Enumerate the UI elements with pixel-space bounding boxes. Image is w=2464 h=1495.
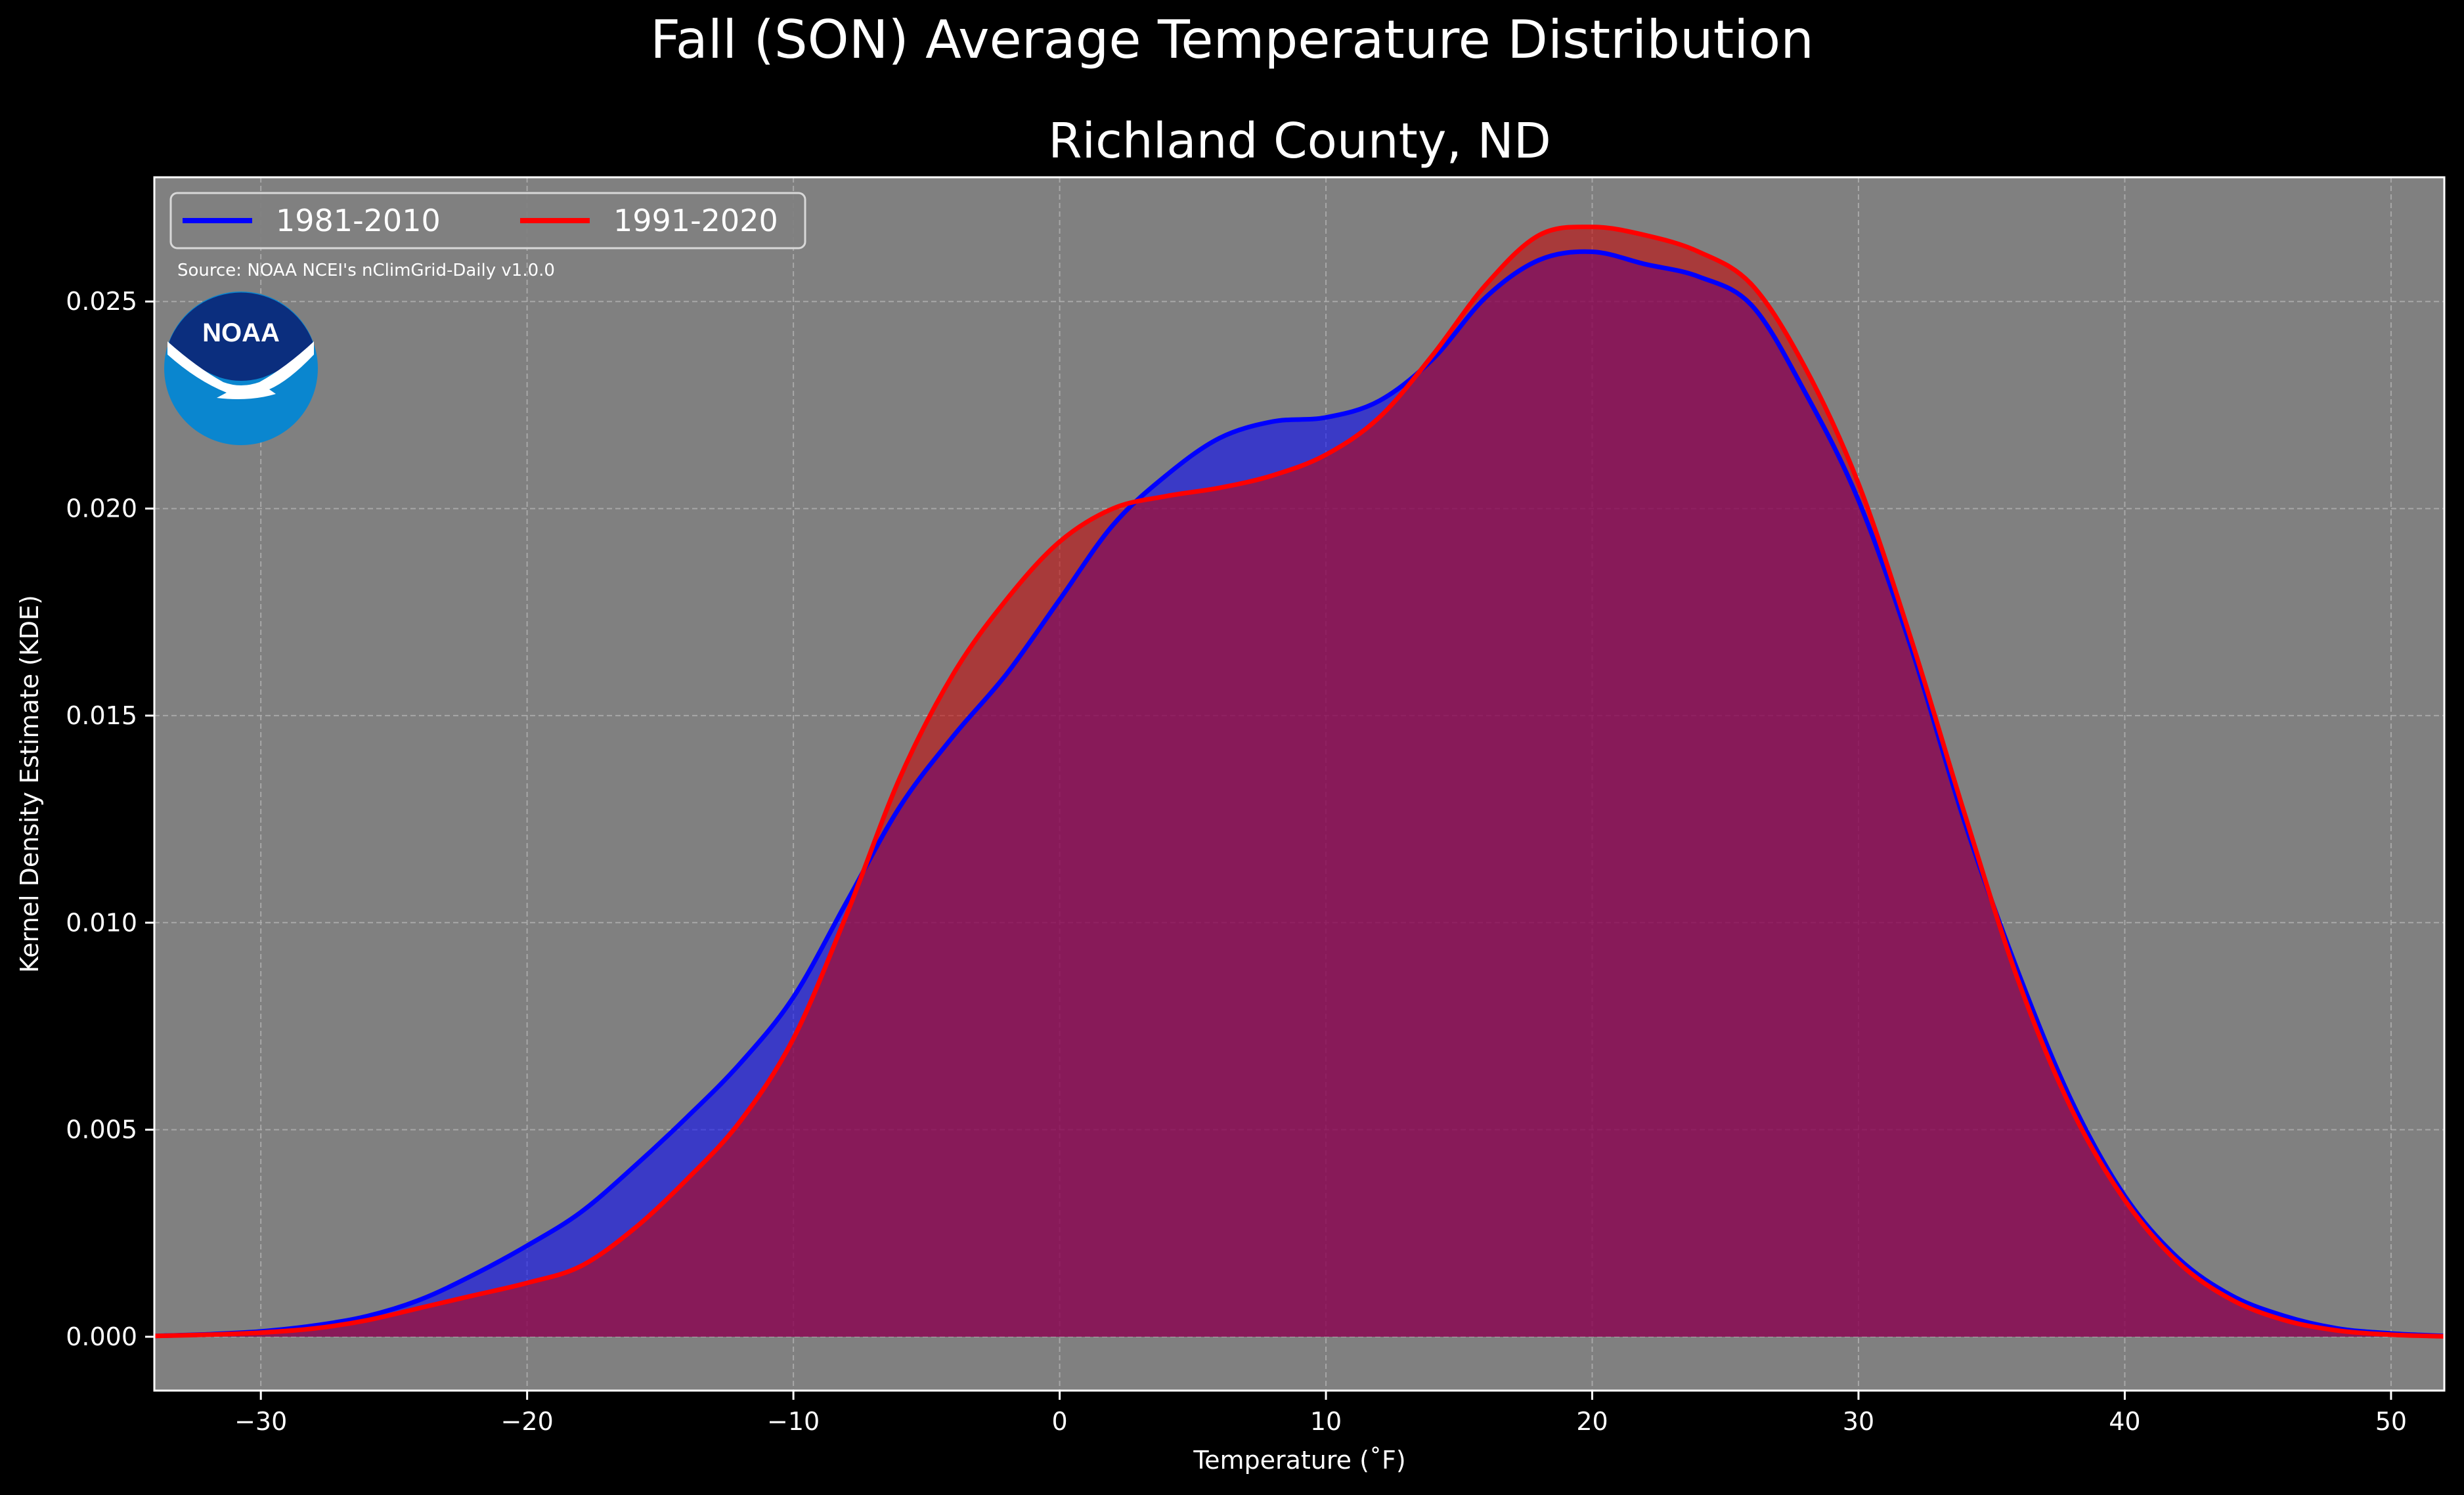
x-axis-ticks: −30 −20 −10 0 10 20 30 40 50 — [234, 1391, 2407, 1436]
x-tick-label: 40 — [2109, 1407, 2140, 1436]
x-tick-label: 0 — [1051, 1407, 1067, 1436]
x-tick-label: 10 — [1310, 1407, 1342, 1436]
noaa-logo-bird — [167, 341, 314, 399]
noaa-logo-sky — [169, 292, 313, 381]
series-fills — [154, 227, 2444, 1337]
chart-suptitle: Fall (SON) Average Temperature Distribut… — [650, 9, 1814, 70]
x-tick-label: −30 — [234, 1407, 287, 1436]
noaa-logo: NOAA — [164, 292, 318, 445]
legend-label-1981-2010: 1981-2010 — [276, 203, 441, 238]
x-tick-label: 50 — [2375, 1407, 2407, 1436]
x-tick-label: 20 — [1576, 1407, 1608, 1436]
y-tick-label: 0.010 — [66, 908, 137, 937]
y-axis-ticks: 0.000 0.005 0.010 0.015 0.020 0.025 — [66, 287, 154, 1351]
x-tick-label: 30 — [1843, 1407, 1874, 1436]
x-axis-label: Temperature (˚F) — [1193, 1446, 1405, 1475]
x-tick-label: −20 — [501, 1407, 554, 1436]
plot-frame — [153, 176, 2446, 1392]
y-tick-label: 0.000 — [66, 1322, 137, 1351]
y-tick-label: 0.025 — [66, 287, 137, 316]
source-note: Source: NOAA NCEI's nClimGrid-Daily v1.0… — [177, 261, 555, 280]
x-tick-label: −10 — [767, 1407, 820, 1436]
series-lines — [154, 225, 2445, 1339]
noaa-logo-text: NOAA — [202, 318, 280, 347]
chart-title: Richland County, ND — [1048, 113, 1551, 169]
y-axis-label: Kernel Density Estimate (KDE) — [15, 595, 44, 973]
series-area-1991-2020 — [154, 227, 2444, 1337]
legend-box — [169, 192, 806, 249]
legend-label-1991-2020: 1991-2020 — [613, 203, 778, 238]
y-tick-label: 0.005 — [66, 1116, 137, 1144]
series-line-1991-2020 — [154, 225, 2445, 1339]
series-line-1981-2010 — [154, 249, 2445, 1339]
y-tick-label: 0.015 — [66, 701, 137, 730]
legend: 1981-2010 1991-2020 — [169, 192, 806, 249]
y-tick-label: 0.020 — [66, 494, 137, 523]
